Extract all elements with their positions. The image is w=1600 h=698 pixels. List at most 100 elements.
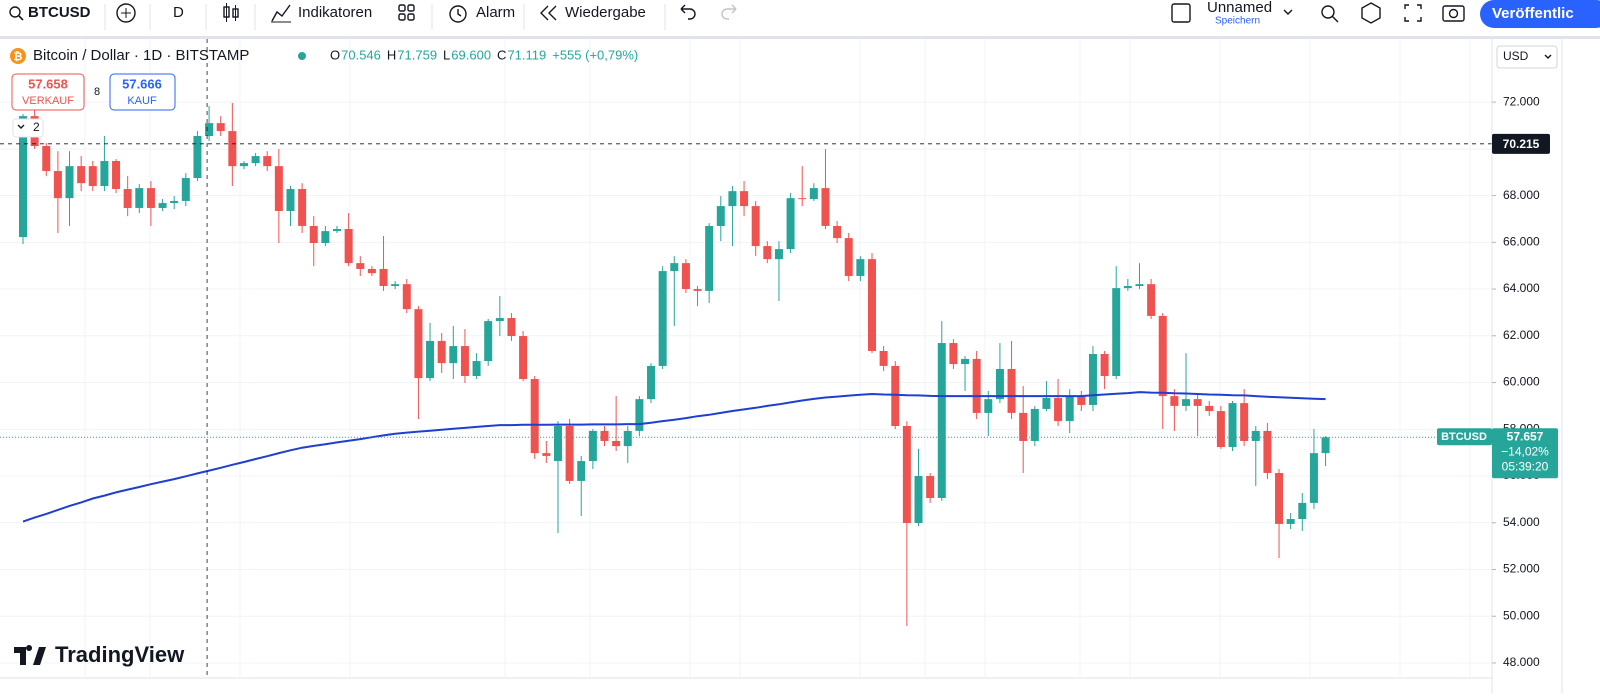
candle-body: [391, 284, 400, 287]
multi-select-checkbox[interactable]: [1171, 3, 1191, 23]
moving-average-line: [22, 391, 1326, 523]
buy-price[interactable]: 57.666: [122, 76, 162, 91]
candle-body: [635, 399, 644, 431]
candle-body: [414, 309, 423, 379]
candle-body: [1193, 399, 1202, 406]
candle-body: [437, 340, 446, 364]
quick-search-button[interactable]: [1321, 5, 1339, 23]
candle-body: [1147, 284, 1156, 316]
candle-body: [112, 160, 121, 190]
buy-label[interactable]: KAUF: [127, 95, 157, 107]
alert-button[interactable]: Alarm: [449, 4, 515, 23]
compare-button[interactable]: [116, 3, 136, 23]
y-tick-label: 62.000: [1503, 328, 1540, 342]
candle-body: [379, 268, 388, 287]
collapse-count[interactable]: 2: [33, 120, 40, 134]
candle-body: [751, 206, 760, 247]
candle-body: [42, 146, 51, 172]
publish-label[interactable]: Veröffentlic: [1492, 5, 1574, 22]
candle-body: [507, 318, 516, 337]
logo-text: TradingView: [55, 642, 185, 667]
symbol-tag: [1437, 428, 1492, 446]
candle-body: [995, 368, 1004, 400]
snapshot-button[interactable]: [1442, 5, 1465, 22]
candle-body: [519, 336, 528, 380]
candle-body: [553, 426, 562, 462]
candle-body: [193, 135, 202, 179]
y-tick-label: 64.000: [1503, 281, 1540, 295]
candle-body: [809, 188, 818, 200]
candle-body: [1158, 315, 1167, 397]
candle-body: [472, 361, 481, 376]
bitcoin-logo-glyph: ₿: [14, 51, 23, 63]
candle-body: [565, 426, 574, 481]
chart-style-button[interactable]: [223, 3, 239, 22]
sell-price[interactable]: 57.658: [28, 76, 68, 91]
symbol-search[interactable]: BTCUSD: [9, 4, 91, 21]
redo-button[interactable]: [721, 4, 737, 20]
layout-name[interactable]: Unnamed: [1207, 0, 1272, 16]
indicators-button[interactable]: Indikatoren: [271, 4, 372, 23]
candle-body: [356, 263, 365, 269]
candle-body: [484, 321, 493, 362]
sell-label[interactable]: VERKAUF: [22, 95, 74, 107]
candle-body: [251, 156, 260, 164]
sell-button[interactable]: [11, 73, 85, 111]
candle-body: [449, 346, 458, 364]
candle-body: [798, 198, 807, 200]
layout-menu[interactable]: [1283, 9, 1293, 15]
candle-body: [1123, 286, 1132, 289]
y-tick-label: 50.000: [1503, 608, 1540, 622]
candle-body: [844, 238, 853, 276]
candle-body: [972, 358, 981, 413]
currency[interactable]: USD: [1503, 49, 1529, 63]
candle-body: [1054, 397, 1063, 422]
symbol[interactable]: BTCUSD: [28, 4, 91, 21]
candle-body: [19, 116, 27, 238]
candle-body: [1321, 437, 1330, 454]
candle-body: [1263, 430, 1272, 473]
replay-label[interactable]: Wiedergabe: [565, 4, 646, 21]
candle-body: [286, 189, 295, 212]
toolbar-border: [0, 36, 1600, 39]
currency-selector[interactable]: [1496, 45, 1558, 69]
candle-body: [926, 476, 935, 498]
ohlc-change: +555 (+0,79%): [552, 47, 638, 62]
candle-body: [914, 476, 923, 523]
candle-body: [426, 340, 435, 379]
candle-body: [1077, 396, 1086, 405]
candle-body: [1251, 430, 1260, 441]
ohlc-legend: O 70.546 H 71.759 L 69.600 C 71.119 +555 (+0,79%…: [330, 47, 638, 62]
layouts-button[interactable]: [398, 4, 415, 21]
candle-body: [123, 189, 132, 208]
candle-body: [891, 365, 900, 427]
indicators-label[interactable]: Indikatoren: [298, 4, 372, 21]
candle-body: [1065, 396, 1074, 422]
candle-body: [1112, 288, 1121, 376]
y-tick-label: 68.000: [1503, 188, 1540, 202]
candle-body: [1019, 412, 1028, 441]
candle-body: [158, 203, 167, 208]
y-tick-label: 72.000: [1503, 94, 1540, 108]
alert-label[interactable]: Alarm: [476, 4, 515, 21]
ohlc-key: H: [387, 47, 396, 62]
candle-body: [833, 225, 842, 239]
collapse-button[interactable]: [12, 118, 44, 138]
candle-body: [77, 166, 86, 184]
candle-body: [984, 399, 993, 413]
fullscreen-button[interactable]: [1404, 4, 1422, 22]
candle-body: [1275, 472, 1284, 524]
save-label[interactable]: Speichern: [1215, 16, 1260, 27]
interval[interactable]: D: [173, 4, 184, 21]
undo-button[interactable]: [680, 4, 696, 20]
replay-button[interactable]: Wiedergabe: [540, 4, 646, 21]
bar-countdown: 05:39:20: [1502, 459, 1549, 473]
candle-body: [1205, 405, 1214, 412]
ohlc-key: L: [443, 47, 450, 62]
candle-body: [600, 430, 609, 441]
candle-body: [728, 191, 737, 207]
buy-button[interactable]: [109, 73, 176, 111]
y-tick-label: 54.000: [1503, 515, 1540, 529]
publish-button[interactable]: [1480, 0, 1600, 28]
settings-button[interactable]: [1361, 2, 1381, 24]
